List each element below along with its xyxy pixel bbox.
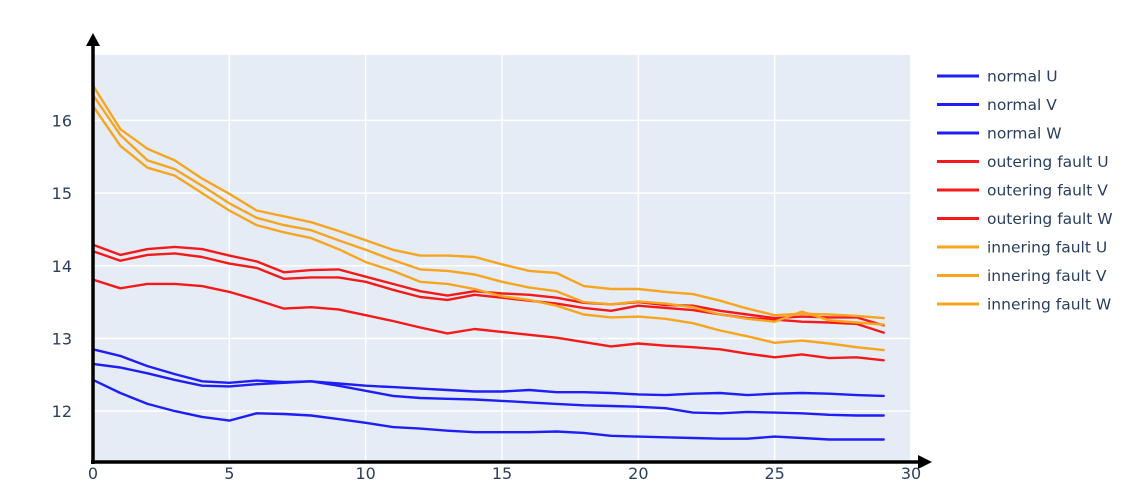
series-line-7	[91, 84, 885, 320]
series-line-1	[91, 348, 885, 398]
legend-item[interactable]: innering fault W	[937, 296, 1111, 314]
y-axis-arrow	[86, 33, 100, 46]
series-lines	[91, 84, 885, 441]
x-tick-label: 30	[901, 464, 921, 483]
x-axis-arrow	[918, 455, 932, 469]
x-tick-labels: 0 5 10 15 20 25 30	[88, 464, 921, 483]
x-tick-label: 10	[355, 464, 375, 483]
legend-label: outering fault U	[987, 153, 1109, 171]
legend-item[interactable]: innering fault V	[937, 267, 1107, 285]
legend-label: innering fault V	[987, 267, 1107, 285]
axes	[86, 33, 932, 469]
legend-label: outering fault V	[987, 182, 1108, 200]
x-tick-label: 15	[492, 464, 512, 483]
legend-item[interactable]: normal V	[937, 96, 1057, 114]
legend-label: innering fault U	[987, 239, 1107, 257]
legend-item[interactable]: normal W	[937, 125, 1062, 143]
legend-label: normal U	[987, 68, 1058, 86]
series-line-2	[91, 362, 885, 417]
y-tick-label: 15	[52, 184, 72, 203]
y-tick-labels: 12 13 14 15 16	[52, 111, 72, 421]
series-line-3	[91, 378, 885, 441]
legend-item[interactable]: outering fault U	[937, 153, 1109, 171]
series-line-6	[91, 278, 885, 362]
legend-label: outering fault W	[987, 210, 1113, 228]
y-tick-label: 13	[52, 329, 72, 348]
legend-label: normal W	[987, 125, 1062, 143]
legend-label: normal V	[987, 96, 1057, 114]
x-tick-label: 20	[628, 464, 648, 483]
legend-item[interactable]: outering fault W	[937, 210, 1113, 228]
legend-item[interactable]: innering fault U	[937, 239, 1107, 257]
y-tick-label: 12	[52, 402, 72, 421]
legend-item[interactable]: outering fault V	[937, 182, 1108, 200]
legend[interactable]: normal U normal V normal W outering fault U…	[937, 68, 1113, 314]
legend-item[interactable]: normal U	[937, 68, 1058, 86]
x-tick-label: 0	[88, 464, 98, 483]
legend-label: innering fault W	[987, 296, 1111, 314]
y-tick-label: 14	[52, 257, 72, 276]
x-tick-label: 5	[224, 464, 234, 483]
y-tick-label: 16	[52, 111, 72, 130]
series-line-8	[91, 93, 885, 326]
series-line-9	[91, 104, 885, 352]
x-tick-label: 25	[764, 464, 784, 483]
